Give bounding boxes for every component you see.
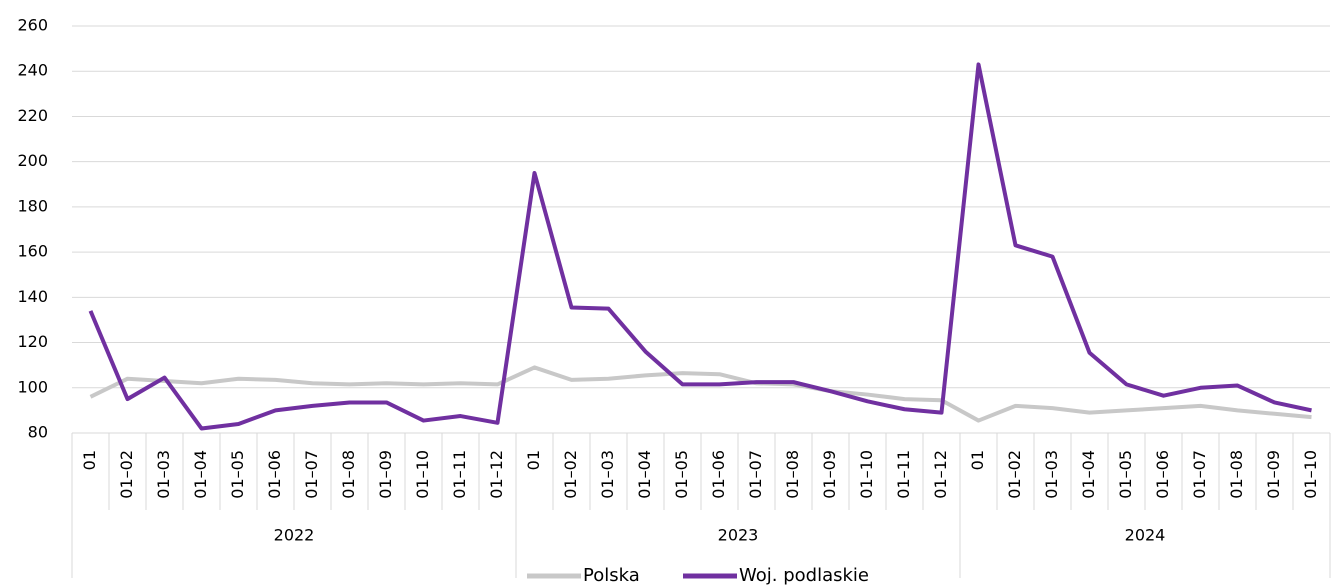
x-tick-label: 01–03 <box>1042 450 1061 499</box>
x-tick-label: 01–11 <box>450 450 469 499</box>
y-tick-label: 200 <box>17 151 48 170</box>
x-tick-label: 01–12 <box>931 450 950 499</box>
y-tick-label: 220 <box>17 106 48 125</box>
x-tick-label: 01–06 <box>1153 450 1172 499</box>
x-tick-label: 01–09 <box>820 450 839 499</box>
x-tick-label: 01–12 <box>487 450 506 499</box>
y-tick-label: 140 <box>17 287 48 306</box>
x-tick-label: 01–02 <box>1005 450 1024 499</box>
x-tick-label: 01–02 <box>561 450 580 499</box>
x-tick-label: 01–09 <box>376 450 395 499</box>
series-line <box>88 62 1312 431</box>
x-tick-label: 01–06 <box>709 450 728 499</box>
x-tick-label: 01–10 <box>413 450 432 499</box>
x-tick-label: 01–10 <box>857 450 876 499</box>
legend-label: Woj. podlaskie <box>739 565 869 586</box>
y-tick-label: 80 <box>28 423 48 442</box>
x-tick-label: 01–07 <box>302 450 321 499</box>
x-tick-label: 01–04 <box>635 450 654 499</box>
y-tick-label: 260 <box>17 16 48 35</box>
x-tick-label: 01–03 <box>598 450 617 499</box>
x-tick-label: 01–07 <box>1190 450 1209 499</box>
series-line <box>89 365 1312 423</box>
x-tick-label: 01–05 <box>1116 450 1135 499</box>
legend-label: Polska <box>583 565 640 586</box>
x-tick-label: 01–06 <box>265 450 284 499</box>
x-tick-label: 01–04 <box>1079 450 1098 499</box>
x-tick-label: 01–11 <box>894 450 913 499</box>
x-tick-label: 01 <box>524 450 543 470</box>
y-tick-label: 100 <box>17 377 48 396</box>
group-label: 2024 <box>1125 526 1166 545</box>
y-tick-label: 160 <box>17 242 48 261</box>
x-tick-label: 01–08 <box>783 450 802 499</box>
x-tick-label: 01 <box>80 450 99 470</box>
y-tick-label: 240 <box>17 61 48 80</box>
y-tick-label: 120 <box>17 332 48 351</box>
y-tick-label: 180 <box>17 196 48 215</box>
x-tick-label: 01 <box>968 450 987 470</box>
x-tick-label: 01–09 <box>1264 450 1283 499</box>
group-label: 2023 <box>718 526 759 545</box>
x-tick-label: 01–05 <box>228 450 247 499</box>
x-tick-label: 01–03 <box>154 450 173 499</box>
x-tick-label: 01–08 <box>1227 450 1246 499</box>
group-label: 2022 <box>274 526 315 545</box>
x-tick-label: 01–02 <box>117 450 136 499</box>
x-tick-label: 01–05 <box>672 450 691 499</box>
x-tick-label: 01–04 <box>191 450 210 499</box>
x-tick-label: 01–07 <box>746 450 765 499</box>
x-tick-label: 01–08 <box>339 450 358 499</box>
x-tick-label: 01–10 <box>1301 450 1320 499</box>
